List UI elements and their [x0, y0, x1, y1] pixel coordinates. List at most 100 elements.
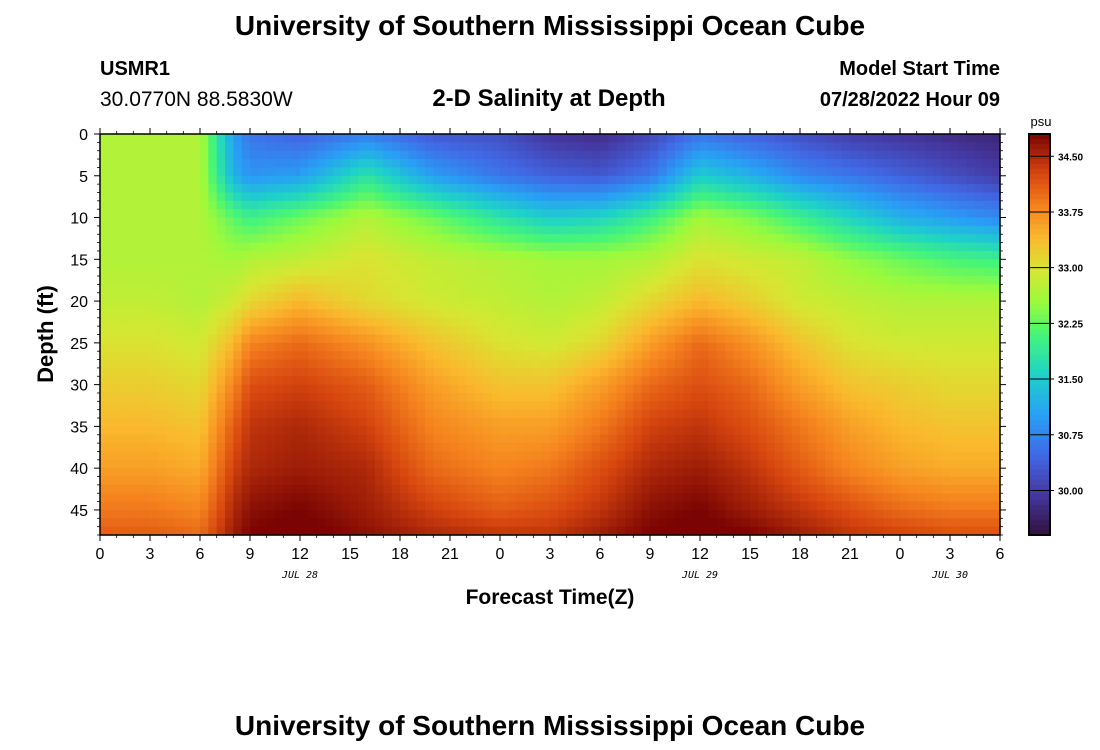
heatmap-cell: [375, 259, 384, 269]
heatmap-cell: [233, 209, 243, 219]
heatmap-cell: [275, 401, 284, 411]
heatmap-cell: [166, 209, 176, 219]
heatmap-cell: [283, 175, 293, 185]
heatmap-cell: [583, 392, 593, 402]
heatmap-cell: [883, 150, 893, 160]
heatmap-cell: [750, 468, 759, 478]
heatmap-cell: [433, 292, 443, 302]
heatmap-cell: [858, 309, 868, 319]
heatmap-cell: [716, 418, 726, 427]
heatmap-cell: [191, 301, 201, 311]
heatmap-cell: [508, 384, 518, 394]
heatmap-cell: [383, 309, 393, 319]
heatmap-cell: [958, 292, 968, 302]
heatmap-cell: [425, 367, 434, 377]
heatmap-cell: [825, 225, 834, 235]
heatmap-cell: [133, 392, 143, 402]
heatmap-cell: [908, 451, 918, 461]
heatmap-cell: [350, 192, 359, 202]
heatmap-cell: [783, 225, 793, 235]
heatmap-cell: [400, 468, 409, 478]
heatmap-cell: [366, 468, 376, 478]
heatmap-cell: [991, 443, 1001, 453]
heatmap-cell: [641, 167, 651, 177]
heatmap-cell: [291, 359, 301, 369]
heatmap-cell: [300, 409, 309, 419]
heatmap-cell: [775, 175, 784, 185]
heatmap-cell: [816, 259, 826, 269]
heatmap-cell: [441, 234, 451, 244]
heatmap-cell: [450, 359, 459, 369]
heatmap-cell: [583, 509, 593, 519]
heatmap-cell: [166, 200, 176, 210]
heatmap-cell: [925, 443, 934, 453]
heatmap-cell: [941, 384, 951, 394]
heatmap-cell: [116, 309, 126, 319]
heatmap-cell: [208, 509, 218, 519]
heatmap-cell: [750, 234, 759, 244]
heatmap-cell: [641, 409, 651, 419]
heatmap-cell: [225, 359, 234, 369]
heatmap-cell: [200, 276, 209, 285]
heatmap-cell: [708, 167, 718, 177]
heatmap-cell: [191, 234, 201, 244]
heatmap-cell: [183, 359, 193, 369]
heatmap-cell: [741, 142, 751, 152]
heatmap-cell: [683, 351, 693, 361]
heatmap-cell: [650, 225, 659, 235]
heatmap-cell: [308, 259, 318, 269]
heatmap-cell: [116, 501, 126, 511]
station-coords: 30.0770N 88.5830W: [100, 88, 293, 111]
heatmap-cell: [758, 142, 768, 152]
heatmap-cell: [241, 359, 251, 369]
heatmap-cell: [858, 468, 868, 478]
heatmap-cell: [441, 326, 451, 336]
heatmap-cell: [266, 418, 276, 427]
heatmap-cell: [183, 451, 193, 461]
heatmap-cell: [750, 509, 759, 519]
heatmap-cell: [950, 509, 959, 519]
heatmap-cell: [391, 434, 401, 444]
heatmap-cell: [966, 476, 976, 486]
heatmap-cell: [725, 401, 734, 411]
heatmap-cell: [458, 426, 468, 436]
heatmap-cell: [241, 334, 251, 344]
heatmap-cell: [100, 209, 109, 219]
heatmap-cell: [200, 484, 209, 494]
heatmap-cell: [591, 351, 601, 361]
heatmap-cell: [975, 367, 984, 377]
heatmap-cell: [141, 150, 151, 160]
heatmap-cell: [850, 225, 859, 235]
heatmap-cell: [700, 225, 709, 235]
heatmap-cell: [650, 359, 659, 369]
heatmap-cell: [550, 267, 559, 277]
heatmap-cell: [966, 351, 976, 361]
heatmap-cell: [100, 225, 109, 235]
heatmap-cell: [666, 342, 676, 352]
heatmap-cell: [350, 493, 359, 503]
heatmap-cell: [950, 259, 959, 269]
heatmap-cell: [408, 167, 418, 177]
heatmap-cell: [175, 309, 184, 319]
heatmap-cell: [941, 134, 951, 143]
heatmap-cell: [550, 476, 559, 486]
heatmap-cell: [466, 276, 476, 285]
heatmap-cell: [191, 342, 201, 352]
heatmap-cell: [408, 384, 418, 394]
heatmap-cell: [283, 209, 293, 219]
heatmap-cell: [608, 401, 618, 411]
heatmap-cell: [250, 317, 259, 327]
heatmap-cell: [316, 209, 326, 219]
heatmap-cell: [541, 167, 551, 177]
heatmap-cell: [416, 292, 426, 302]
heatmap-cell: [891, 426, 901, 436]
heatmap-cell: [800, 250, 809, 260]
heatmap-cell: [450, 234, 459, 244]
heatmap-cell: [750, 392, 759, 402]
heatmap-cell: [325, 376, 334, 386]
heatmap-cell: [825, 309, 834, 319]
heatmap-cell: [833, 476, 843, 486]
heatmap-cell: [725, 150, 734, 160]
heatmap-cell: [900, 192, 909, 202]
heatmap-cell: [175, 468, 184, 478]
